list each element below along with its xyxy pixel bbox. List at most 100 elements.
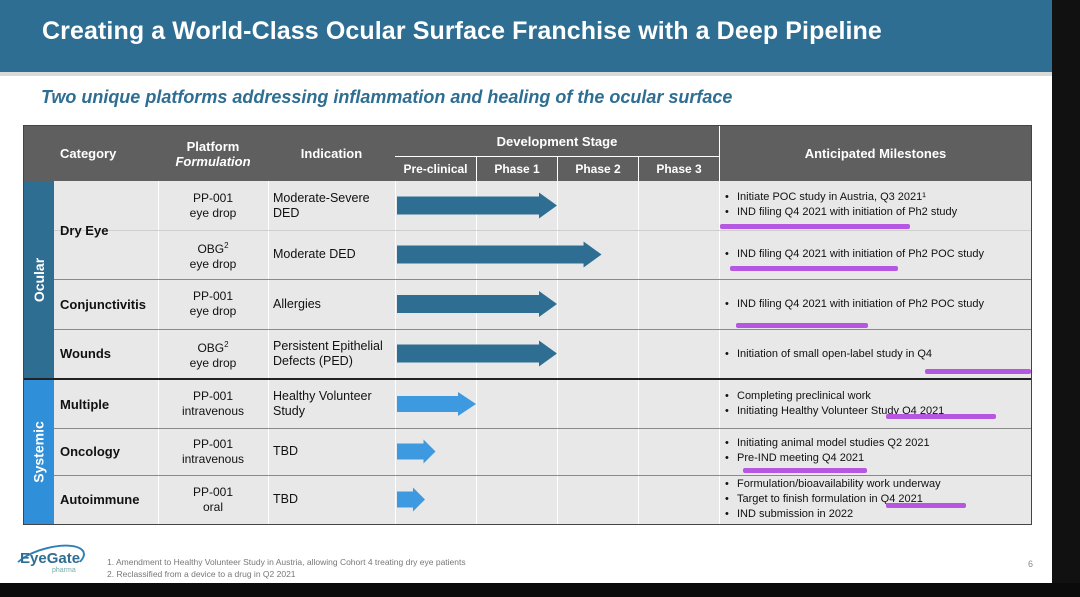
slide-title: Creating a World-Class Ocular Surface Fr… xyxy=(42,17,882,45)
platform-formulation: intravenous xyxy=(181,451,245,466)
milestone-item: Completing preclinical work xyxy=(721,389,1031,404)
milestone-item: Target to finish formulation in Q4 2021 xyxy=(721,492,1031,507)
row-divider xyxy=(54,475,1031,476)
row-category: Oncology xyxy=(60,444,120,459)
group-systemic: Systemic xyxy=(24,379,54,524)
marker-highlight xyxy=(730,266,898,271)
milestone-item: IND filing Q4 2021 with initiation of Ph… xyxy=(721,297,1031,312)
footnotes: 1. Amendment to Healthy Volunteer Study … xyxy=(107,556,466,580)
eyegate-logo: EyeGate pharma xyxy=(9,537,89,587)
col-divider xyxy=(268,181,269,524)
row-platform: OBG2 eye drop xyxy=(158,329,268,378)
row-indication: TBD xyxy=(273,492,298,506)
milestone-item: IND submission in 2022 xyxy=(721,507,1031,522)
platform-name: PP-001 xyxy=(192,190,234,205)
row-indication: TBD xyxy=(273,444,298,458)
marker-highlight xyxy=(736,323,868,328)
milestone-item: IND filing Q4 2021 with initiation of Ph… xyxy=(721,205,1031,220)
platform-formulation: eye drop xyxy=(189,256,237,271)
milestone-item: Initiate POC study in Austria, Q3 2021¹ xyxy=(721,190,1031,205)
row-category: Multiple xyxy=(60,396,110,412)
row-milestones: Initiation of small open-label study in … xyxy=(721,347,1031,362)
col-divider xyxy=(158,181,159,524)
platform-formulation: eye drop xyxy=(189,304,237,318)
page-number: 6 xyxy=(1028,559,1034,569)
stage-arrow xyxy=(397,291,557,317)
stage-arrow-shape xyxy=(397,392,476,416)
row-category: Autoimmune xyxy=(60,492,140,507)
header-phase2: Phase 2 xyxy=(557,157,638,181)
stage-arrow-shape xyxy=(397,192,557,219)
col-divider xyxy=(557,181,558,524)
milestone-item: Formulation/bioavailability work underwa… xyxy=(721,477,1031,492)
header-phase1: Phase 1 xyxy=(476,157,557,181)
row-indication: Moderate-Severe DED xyxy=(273,190,370,220)
footnote-2: 2. Reclassified from a device to a drug … xyxy=(107,569,296,579)
stage-arrow xyxy=(397,392,476,416)
header-preclinical: Pre-clinical xyxy=(395,157,476,181)
row-category: Dry Eye xyxy=(60,222,109,238)
row-divider xyxy=(54,279,1031,280)
milestone-item: IND filing Q4 2021 with initiation of Ph… xyxy=(721,247,1031,262)
platform-formulation: oral xyxy=(202,499,223,514)
stage-arrow xyxy=(397,439,436,464)
row-indication: Healthy Volunteer Study xyxy=(273,389,372,418)
stage-arrow xyxy=(397,241,602,268)
header-corner xyxy=(24,126,54,181)
slide: Creating a World-Class Ocular Surface Fr… xyxy=(0,0,1052,597)
screen-bezel-bottom xyxy=(0,583,1080,597)
stage-arrow xyxy=(397,487,425,512)
row-platform: PP-001 intravenous xyxy=(158,428,268,475)
stage-arrow-shape xyxy=(397,291,557,317)
row-platform: PP-001 eye drop xyxy=(158,279,268,329)
stage-arrow-shape xyxy=(397,340,557,367)
platform-name: PP-001 xyxy=(192,389,234,403)
row-platform: OBG2 eye drop xyxy=(158,230,268,279)
stage-arrow-shape xyxy=(397,487,425,512)
milestone-item: Initiation of small open-label study in … xyxy=(721,347,1031,362)
marker-highlight xyxy=(886,414,996,419)
stage-arrow-shape xyxy=(397,241,602,268)
row-indication: Moderate DED xyxy=(273,247,356,261)
footnote-1: 1. Amendment to Healthy Volunteer Study … xyxy=(107,557,466,567)
platform-formulation: intravenous xyxy=(181,404,245,418)
row-platform: PP-001 intravenous xyxy=(158,380,268,428)
stage-arrow xyxy=(397,192,557,219)
platform-formulation: eye drop xyxy=(189,355,237,370)
row-category: Wounds xyxy=(60,346,112,361)
row-divider xyxy=(54,230,1031,231)
header-phase3: Phase 3 xyxy=(638,157,719,181)
col-divider xyxy=(638,181,639,524)
header-platform: Platform Formulation xyxy=(158,126,268,181)
marker-highlight xyxy=(720,224,910,229)
row-indication: Persistent Epithelial Defects (PED) xyxy=(273,338,383,368)
row-platform: PP-001 oral xyxy=(158,475,268,524)
logo-sub: pharma xyxy=(52,567,76,574)
platform-name: PP-001 xyxy=(192,484,234,499)
header-formulation-label: Formulation xyxy=(175,153,251,169)
logo-name: EyeGate xyxy=(20,550,81,567)
stage-arrow xyxy=(397,340,557,367)
group-ocular: Ocular xyxy=(24,181,54,379)
screen-bezel-right xyxy=(1052,0,1080,597)
marker-highlight xyxy=(886,503,966,508)
group-divider xyxy=(24,378,1031,380)
row-divider xyxy=(54,329,1031,330)
platform-name: PP-001 xyxy=(192,436,234,451)
col-divider xyxy=(395,181,396,524)
platform-name: PP-001 xyxy=(192,289,234,303)
milestone-item: Initiating animal model studies Q2 2021 xyxy=(721,436,1031,451)
header-indication: Indication xyxy=(268,126,395,181)
platform-name: OBG2 xyxy=(197,240,229,256)
platform-formulation: eye drop xyxy=(189,205,237,220)
row-milestones: Initiating animal model studies Q2 2021 … xyxy=(721,436,1031,466)
group-ocular-label: Ocular xyxy=(31,257,48,303)
row-milestones: Initiate POC study in Austria, Q3 2021¹ … xyxy=(721,190,1031,220)
milestone-item: Pre-IND meeting Q4 2021 xyxy=(721,451,1031,466)
header-platform-label: Platform xyxy=(186,138,240,154)
header-category: Category xyxy=(54,126,158,181)
row-milestones: IND filing Q4 2021 with initiation of Ph… xyxy=(721,247,1031,262)
slide-subtitle: Two unique platforms addressing inflamma… xyxy=(41,87,733,107)
col-divider xyxy=(719,181,720,524)
title-bar: Creating a World-Class Ocular Surface Fr… xyxy=(0,0,1052,76)
